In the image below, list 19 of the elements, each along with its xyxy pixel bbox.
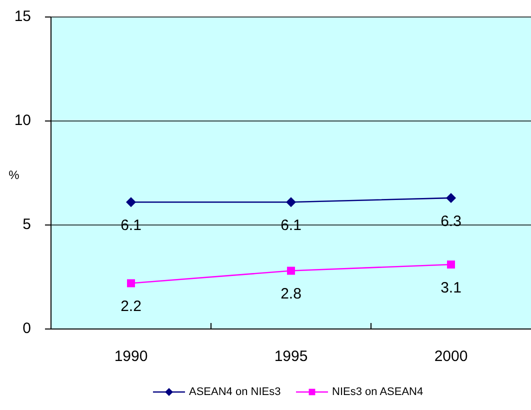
point xyxy=(287,266,295,275)
point xyxy=(127,279,135,288)
data-label: 3.1 xyxy=(440,279,462,296)
legend-label: ASEAN4 on NIEs3 xyxy=(189,386,281,398)
point xyxy=(286,197,296,208)
point xyxy=(446,192,456,203)
y-tick-label: 10 xyxy=(14,112,31,129)
y-tick-label: 0 xyxy=(22,320,31,337)
data-label: 2.2 xyxy=(120,298,142,316)
y-tick-label: 15 xyxy=(14,8,31,25)
x-tick-label: 2000 xyxy=(434,348,468,365)
y-axis-title: % xyxy=(8,168,20,182)
point xyxy=(126,197,136,208)
x-tick-label: 1995 xyxy=(274,348,308,365)
legend-label: NIEs3 on ASEAN4 xyxy=(332,386,424,398)
y-tick-label: 5 xyxy=(22,216,31,233)
point xyxy=(447,260,455,269)
data-label: 2.8 xyxy=(280,286,302,303)
x-tick-label: 1990 xyxy=(114,348,148,365)
